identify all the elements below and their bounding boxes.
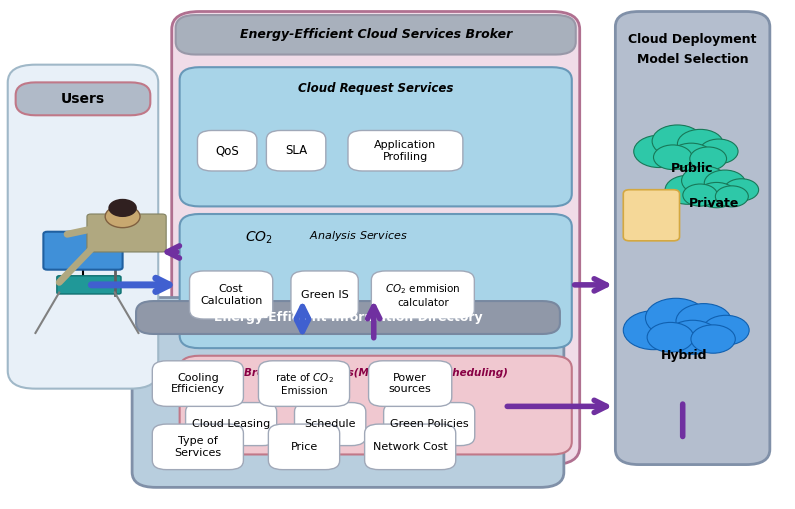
Circle shape [652,125,703,157]
FancyBboxPatch shape [136,301,560,334]
Circle shape [677,129,723,159]
Text: $\mathit{CO_2}$: $\mathit{CO_2}$ [245,229,273,245]
FancyBboxPatch shape [44,232,122,270]
Text: Green IS: Green IS [301,290,348,300]
Circle shape [691,325,735,353]
Circle shape [108,199,137,217]
FancyBboxPatch shape [189,271,273,319]
Text: Schedule: Schedule [304,419,356,429]
FancyBboxPatch shape [57,276,121,294]
Text: Cloud Request Services: Cloud Request Services [298,82,453,95]
Circle shape [665,175,711,204]
FancyBboxPatch shape [8,65,158,389]
Text: Cooling
Efficiency: Cooling Efficiency [171,373,225,394]
Circle shape [647,322,694,352]
FancyBboxPatch shape [132,298,564,487]
Circle shape [669,143,713,172]
Circle shape [724,179,758,201]
Circle shape [105,206,140,228]
FancyBboxPatch shape [176,15,576,54]
Text: Green Policies: Green Policies [390,419,468,429]
FancyBboxPatch shape [294,403,366,445]
Text: Cost
Calculation: Cost Calculation [200,284,262,306]
FancyBboxPatch shape [172,12,580,465]
Circle shape [653,145,692,169]
Text: QoS: QoS [215,144,239,157]
Circle shape [697,182,736,208]
FancyBboxPatch shape [153,361,243,406]
FancyBboxPatch shape [348,130,463,171]
Circle shape [704,170,746,196]
FancyBboxPatch shape [180,67,572,207]
FancyBboxPatch shape [16,82,150,116]
FancyBboxPatch shape [384,403,475,445]
FancyBboxPatch shape [615,12,770,465]
Text: Cloud Leasing: Cloud Leasing [192,419,270,429]
Text: SLA: SLA [285,144,307,157]
FancyBboxPatch shape [87,214,166,252]
Circle shape [681,166,727,195]
Text: Power
sources: Power sources [389,373,432,394]
FancyBboxPatch shape [258,361,350,406]
FancyBboxPatch shape [153,424,243,470]
FancyBboxPatch shape [269,424,339,470]
Text: Energy-Efficient Information Directory: Energy-Efficient Information Directory [214,311,483,324]
Text: Energy-Efficient Cloud Services Broker: Energy-Efficient Cloud Services Broker [239,29,512,41]
Text: Type of
Services: Type of Services [174,436,222,458]
Text: Private: Private [689,197,739,210]
Circle shape [646,298,707,337]
Circle shape [690,147,727,171]
Text: Hybrid: Hybrid [661,349,708,362]
Circle shape [666,320,719,354]
Circle shape [676,303,731,339]
Text: Brokering Services(Monitoring & Scheduling): Brokering Services(Monitoring & Scheduli… [244,369,508,378]
FancyBboxPatch shape [623,190,680,241]
Circle shape [716,186,748,207]
FancyBboxPatch shape [180,356,572,455]
FancyBboxPatch shape [369,361,452,406]
FancyBboxPatch shape [185,403,277,445]
FancyBboxPatch shape [365,424,456,470]
Text: Public: Public [671,162,713,175]
Circle shape [700,139,738,164]
Text: Application
Profiling: Application Profiling [374,140,436,161]
FancyBboxPatch shape [266,130,326,171]
Text: Cloud Deployment: Cloud Deployment [628,33,757,46]
FancyBboxPatch shape [180,214,572,348]
Circle shape [703,315,749,345]
Text: Network Cost: Network Cost [373,442,448,452]
Circle shape [634,135,684,167]
Text: Users: Users [61,92,105,106]
FancyBboxPatch shape [371,271,475,319]
Text: $CO_2$ emmision
calculator: $CO_2$ emmision calculator [385,282,460,308]
Circle shape [623,310,684,350]
Text: Price: Price [290,442,318,452]
FancyBboxPatch shape [197,130,257,171]
Text: rate of $CO_2$
Emission: rate of $CO_2$ Emission [274,371,333,397]
FancyBboxPatch shape [291,271,359,319]
Circle shape [683,184,717,206]
Text: Model Selection: Model Selection [637,53,748,66]
Text: $\mathit{Analysis\ Services}$: $\mathit{Analysis\ Services}$ [308,229,407,243]
